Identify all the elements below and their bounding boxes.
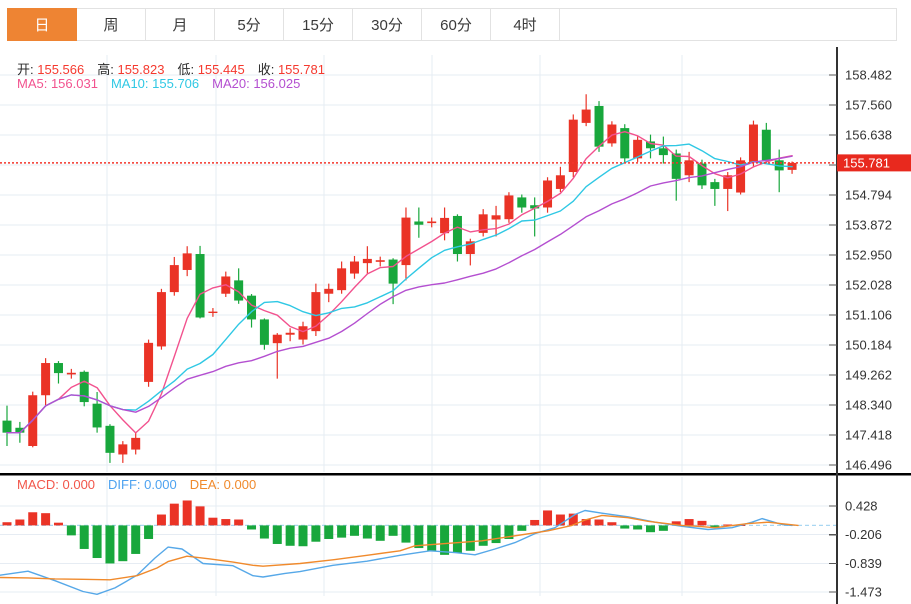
ma-item-0: MA5: 156.031 <box>17 76 98 91</box>
ohlc-item-2: 低: 155.445 <box>177 62 245 77</box>
price-axis-label-8: 151.106 <box>845 308 892 323</box>
macd-item-0: MACD: 0.000 <box>17 477 96 492</box>
price-axis-label-12: 147.418 <box>845 428 892 443</box>
price-axis-label-0: 158.482 <box>845 68 892 83</box>
ma-item-2: MA20: 156.025 <box>212 76 301 91</box>
macd-axis-label-1: -0.206 <box>845 527 882 542</box>
price-axis-label-6: 152.950 <box>845 248 892 263</box>
price-axis-label-9: 150.184 <box>845 338 892 353</box>
current-price-tag: 155.781 <box>843 155 890 170</box>
tab-timeframe-1[interactable]: 周 <box>76 8 146 41</box>
ohlc-info-bar: 开: 155.566 高: 155.823 低: 155.445 收: 155.781 <box>17 59 338 78</box>
macd-axis-label-0: 0.428 <box>845 499 878 514</box>
ohlc-item-0: 开: 155.566 <box>17 62 85 77</box>
ma-info-bar: MA5: 156.031 MA10: 155.706 MA20: 156.025 <box>17 76 313 91</box>
tab-timeframe-2[interactable]: 月 <box>145 8 215 41</box>
price-axis-label-4: 154.794 <box>845 188 892 203</box>
price-axis-label-7: 152.028 <box>845 278 892 293</box>
tab-timeframe-4[interactable]: 15分 <box>283 8 353 41</box>
price-axis-label-2: 156.638 <box>845 128 892 143</box>
tab-timeframe-5[interactable]: 30分 <box>352 8 422 41</box>
ma-item-1: MA10: 155.706 <box>110 76 200 91</box>
ohlc-item-3: 收: 155.781 <box>257 62 325 77</box>
macd-item-1: DIFF: 0.000 <box>108 477 177 492</box>
ohlc-item-1: 高: 155.823 <box>97 62 165 77</box>
price-axis-label-10: 149.262 <box>845 368 892 383</box>
macd-axis-label-3: -1.473 <box>845 585 882 600</box>
price-axis-label-1: 157.560 <box>845 98 892 113</box>
macd-info-bar: MACD: 0.000 DIFF: 0.000 DEA: 0.000 <box>17 477 269 492</box>
tab-bar-spacer <box>559 8 897 41</box>
macd-axis-label-2: -0.839 <box>845 556 882 571</box>
price-axis-label-13: 146.496 <box>845 458 892 473</box>
tab-timeframe-6[interactable]: 60分 <box>421 8 491 41</box>
macd-item-2: DEA: 0.000 <box>189 477 257 492</box>
price-axis-label-11: 148.340 <box>845 398 892 413</box>
tab-timeframe-7[interactable]: 4时 <box>490 8 560 41</box>
tab-timeframe-3[interactable]: 5分 <box>214 8 284 41</box>
tab-timeframe-0[interactable]: 日 <box>7 8 77 41</box>
price-axis-label-5: 153.872 <box>845 218 892 233</box>
timeframe-tab-bar: 日周月 5分 15分 30分 60分 4时 <box>7 8 897 41</box>
